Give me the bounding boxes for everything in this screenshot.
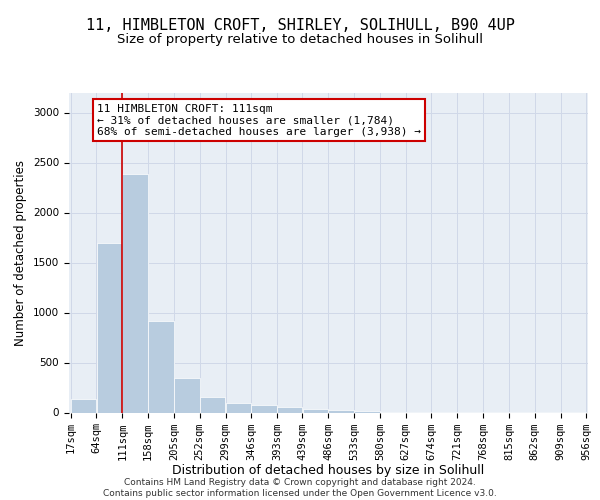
Bar (277, 407, 302, 412)
Bar (71, 398, 97, 412)
Bar (148, 320, 174, 412)
Bar (122, 174, 148, 412)
Bar (200, 396, 226, 412)
Bar (174, 378, 200, 412)
Text: Contains HM Land Registry data © Crown copyright and database right 2024.
Contai: Contains HM Land Registry data © Crown c… (103, 478, 497, 498)
Y-axis label: Number of detached properties: Number of detached properties (14, 160, 28, 346)
Text: 11, HIMBLETON CROFT, SHIRLEY, SOLIHULL, B90 4UP: 11, HIMBLETON CROFT, SHIRLEY, SOLIHULL, … (86, 18, 514, 32)
X-axis label: Distribution of detached houses by size in Solihull: Distribution of detached houses by size … (172, 464, 485, 477)
Bar (226, 403, 251, 412)
Bar (97, 242, 122, 412)
Text: 11 HIMBLETON CROFT: 111sqm
← 31% of detached houses are smaller (1,784)
68% of s: 11 HIMBLETON CROFT: 111sqm ← 31% of deta… (97, 104, 421, 136)
Bar (328, 410, 354, 412)
Text: Size of property relative to detached houses in Solihull: Size of property relative to detached ho… (117, 32, 483, 46)
Bar (251, 405, 277, 412)
Bar (302, 409, 328, 412)
Bar (354, 411, 380, 412)
